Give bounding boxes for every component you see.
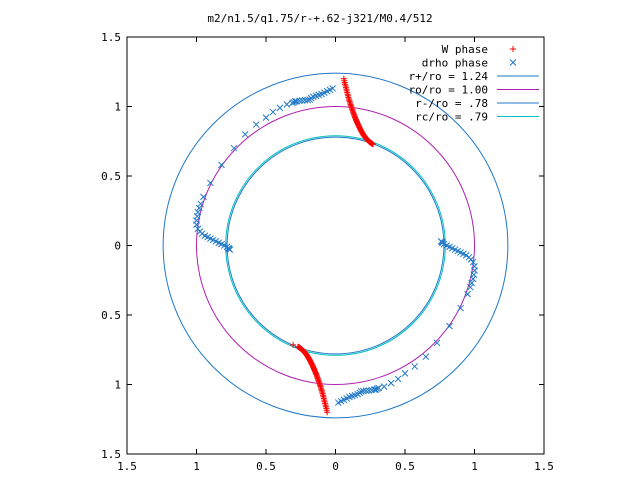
drho-phase-point [289, 99, 296, 107]
drho-phase-point [298, 97, 306, 104]
reference-circle [196, 106, 475, 385]
x-tick-label: 0.5 [256, 460, 276, 473]
drho-phase-point [464, 290, 471, 298]
y-tick-label: 1.5 [101, 31, 121, 44]
x-tick-label: 1.5 [534, 460, 554, 473]
drho-phase-point [437, 237, 445, 245]
y-tick-label: 1 [114, 101, 121, 114]
y-tick-label: 1.5 [101, 448, 121, 461]
legend-label: W phase [442, 43, 488, 56]
drho-phase-point [195, 204, 203, 212]
drho-phase-point [241, 130, 249, 138]
drho-phase-point [466, 283, 474, 291]
drho-phase-point [230, 144, 238, 152]
reference-circle [162, 72, 509, 419]
drho-phase-point [200, 193, 207, 201]
drho-phase-point [226, 246, 234, 254]
legend-swatch [509, 59, 517, 66]
drho-phase-point [446, 322, 453, 330]
drho-phase-point [362, 387, 370, 395]
reference-circles [162, 72, 509, 419]
drho-phase-point [359, 387, 367, 395]
legend-entry: r-/ro = .78 [415, 97, 539, 110]
legend-entry: ro/ro = 1.00 [409, 84, 539, 97]
drho-phase-point [433, 339, 441, 347]
y-tick-label: 1 [114, 379, 121, 392]
legend-label: ro/ro = 1.00 [409, 84, 488, 97]
drho-phase-point [422, 353, 430, 361]
drho-phase-point [471, 262, 478, 270]
chart-title: m2/n1.5/q1.75/r-+.62-j321/M0.4/512 [207, 12, 432, 25]
drho-phase-point [193, 221, 200, 229]
drho-phase-point [380, 383, 388, 390]
drho-phase-point [252, 121, 260, 128]
drho-phase-point [375, 384, 382, 392]
drho-phase-point [394, 375, 402, 383]
drho-phase-point [207, 179, 214, 187]
legend-swatch [510, 46, 516, 52]
reference-circle [226, 136, 445, 355]
drho-phase-point [401, 370, 409, 377]
x-tick-label: 0.5 [395, 460, 415, 473]
drho-phase-point [411, 363, 419, 370]
drho-phase-point [197, 200, 205, 208]
drho-phase-point [276, 104, 284, 112]
y-tick-label: 0.5 [101, 309, 121, 322]
w-phase-point [290, 341, 297, 348]
legend-label: r+/ro = 1.24 [409, 70, 489, 83]
legend-label: drho phase [422, 57, 488, 70]
drho-phase-point [365, 387, 373, 394]
drho-phase-point [218, 161, 225, 169]
x-tick-label: 1.5 [117, 460, 137, 473]
data-points [193, 75, 478, 416]
drho-phase-point [262, 114, 270, 121]
legend-entry: rc/ro = .79 [415, 111, 539, 124]
w-phase-point [294, 343, 301, 350]
drho-phase-point [304, 96, 312, 104]
legend-entry: W phase [442, 43, 516, 56]
drho-phase-point [283, 101, 291, 108]
w-phase-point [370, 141, 377, 148]
x-tick-label: 0 [332, 460, 339, 473]
drho-phase-point [457, 304, 464, 312]
x-tick-label: 1 [193, 460, 200, 473]
drho-phase-point [269, 108, 277, 116]
axis-ticks: 1.5 1 0.5 0 0.5 1 1.51.510.500.511.5 [101, 31, 554, 473]
x-tick-label: 1 [471, 460, 478, 473]
legend-entry: r+/ro = 1.24 [409, 70, 539, 83]
drho-phase-point [301, 96, 309, 104]
drho-phase-point [468, 279, 476, 287]
legend-entry: drho phase [422, 57, 517, 70]
y-tick-label: 0.5 [101, 170, 121, 183]
legend-label: rc/ro = .79 [415, 111, 488, 124]
legend-label: r-/ro = .78 [415, 97, 488, 110]
y-tick-label: 0 [114, 240, 121, 253]
drho-phase-point [387, 379, 395, 387]
